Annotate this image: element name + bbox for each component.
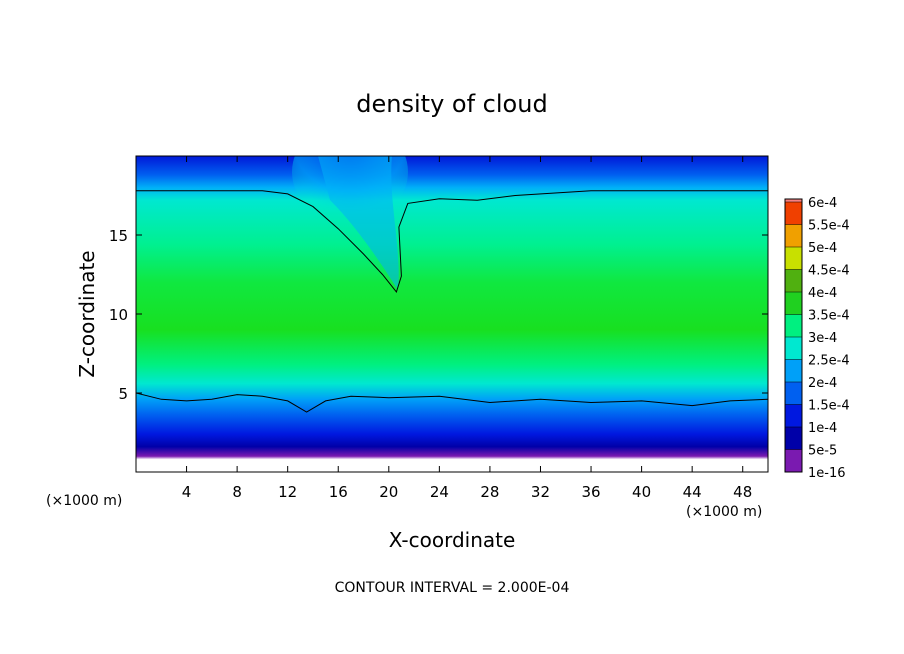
x-axis-label: X-coordinate xyxy=(389,528,516,552)
y-tick-label: 10 xyxy=(109,306,128,324)
colorbar-label: 1.5e-4 xyxy=(808,399,850,414)
contour-interval-note: CONTOUR INTERVAL = 2.000E-04 xyxy=(335,580,570,596)
y-axis: 5 10 15 xyxy=(109,227,768,403)
colorbar-label: 5e-4 xyxy=(808,241,837,256)
contour-line xyxy=(136,392,768,413)
x-tick-label: 44 xyxy=(683,483,702,501)
x-tick-label: 32 xyxy=(531,483,550,501)
x-tick-label: 8 xyxy=(232,483,242,501)
y-tick-label: 5 xyxy=(118,385,128,403)
x-axis: 4 8 12 16 20 24 28 32 36 40 44 48 xyxy=(182,156,752,501)
x-tick-label: 4 xyxy=(182,483,192,501)
x-unit-right: (×1000 m) xyxy=(686,504,762,520)
colorbar-segment xyxy=(785,247,802,270)
colorbar-label: 1e-16 xyxy=(808,466,846,481)
x-unit-left: (×1000 m) xyxy=(46,493,122,509)
colorbar-segment xyxy=(785,337,802,360)
chart-title: density of cloud xyxy=(356,90,547,118)
colorbar-label: 6e-4 xyxy=(808,196,837,211)
colorbar-segment xyxy=(785,224,802,247)
y-axis-label: Z-coordinate xyxy=(75,250,99,377)
colorbar-segment xyxy=(785,202,802,225)
x-tick-label: 12 xyxy=(278,483,297,501)
colorbar-label: 2.5e-4 xyxy=(808,354,850,369)
colorbar-segment xyxy=(785,314,802,337)
x-tick-label: 20 xyxy=(379,483,398,501)
colorbar-label: 4e-4 xyxy=(808,286,837,301)
colorbar-segment xyxy=(785,359,802,382)
x-tick-label: 36 xyxy=(581,483,600,501)
contour-line xyxy=(136,190,768,293)
x-tick-label: 48 xyxy=(733,483,752,501)
x-tick-label: 24 xyxy=(430,483,449,501)
x-tick-label: 40 xyxy=(632,483,651,501)
downdraft-tongue xyxy=(318,156,399,290)
colorbar-segment xyxy=(785,427,802,450)
colorbar-label: 3.5e-4 xyxy=(808,309,850,324)
colorbar-label: 2e-4 xyxy=(808,376,837,391)
colorbar: 1e-16 5e-5 1e-4 1.5e-4 2e-4 2.5e-4 3e-4 3.5e-4 4… xyxy=(784,196,850,481)
colorbar-label: 3e-4 xyxy=(808,331,837,346)
colorbar-label: 5.5e-4 xyxy=(808,219,850,234)
colorbar-label: 5e-5 xyxy=(808,444,837,459)
y-tick-label: 15 xyxy=(109,227,128,245)
colorbar-segment xyxy=(785,404,802,427)
plot-area xyxy=(136,156,768,472)
colorbar-segment xyxy=(785,449,802,472)
colorbar-label: 4.5e-4 xyxy=(808,264,850,279)
colorbar-segment xyxy=(785,382,802,405)
colorbar-label: 1e-4 xyxy=(808,421,837,436)
colorbar-segment xyxy=(785,269,802,292)
field-background xyxy=(136,156,768,472)
colorbar-segment xyxy=(785,292,802,315)
x-tick-label: 16 xyxy=(329,483,348,501)
colorbar-segment xyxy=(785,199,802,202)
x-tick-label: 28 xyxy=(480,483,499,501)
